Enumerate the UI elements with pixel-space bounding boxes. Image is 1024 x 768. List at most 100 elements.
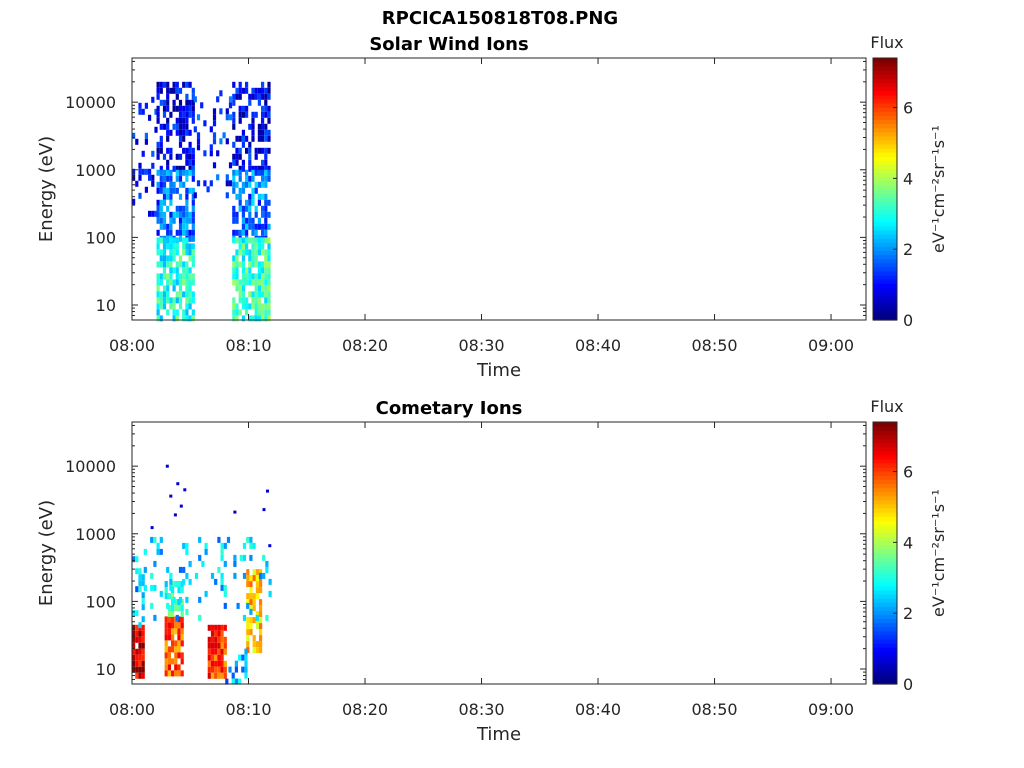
heatmap-cell	[185, 297, 189, 304]
heatmap-cell	[177, 605, 181, 611]
heatmap-cell	[259, 623, 263, 630]
heatmap-cell	[238, 291, 242, 298]
heatmap-cell	[232, 187, 236, 194]
heatmap-cell	[267, 315, 271, 322]
heatmap-cell	[255, 575, 259, 582]
heatmap-cell	[259, 617, 263, 624]
heatmap-cell	[249, 605, 253, 612]
heatmap-cell	[257, 147, 261, 154]
heatmap-cell	[175, 175, 179, 182]
heatmap-cell	[228, 180, 233, 187]
heatmap-cell	[138, 622, 142, 629]
heatmap-cell	[264, 297, 268, 304]
heatmap-cell	[178, 596, 183, 603]
heatmap-cell	[254, 187, 258, 194]
heatmap-cell	[174, 599, 178, 605]
heatmap-cell	[264, 105, 268, 112]
heatmap-cell	[257, 309, 261, 316]
heatmap-cell	[210, 624, 215, 631]
heatmap-cell	[220, 578, 224, 585]
colorbar-tick-label: 4	[903, 533, 913, 552]
heatmap-cell	[174, 664, 178, 671]
heatmap-cell	[175, 81, 179, 88]
heatmap-cell	[232, 267, 236, 274]
heatmap-cell	[251, 217, 255, 224]
heatmap-cell	[159, 187, 163, 194]
heatmap-cell	[235, 309, 239, 316]
colorbar-segment	[873, 168, 897, 174]
heatmap-cell	[220, 584, 224, 591]
heatmap-cell	[177, 587, 181, 593]
heatmap-cell	[178, 111, 183, 118]
heatmap-cell	[188, 111, 192, 118]
heatmap-cell	[235, 169, 239, 176]
colorbar-unit-label: eV⁻¹cm⁻²sr⁻¹s⁻¹	[929, 489, 948, 617]
heatmap-cell	[166, 147, 170, 154]
heatmap-cell	[182, 105, 186, 112]
colorbar-segment	[873, 647, 897, 652]
heatmap-cell	[222, 132, 226, 139]
heatmap-cell	[135, 624, 139, 631]
heatmap-cell	[259, 641, 263, 648]
heatmap-cell	[191, 99, 195, 106]
heatmap-cell	[261, 261, 265, 268]
x-tick-label: 09:00	[808, 700, 854, 719]
heatmap-cell	[180, 622, 184, 629]
heatmap-cell	[150, 536, 154, 543]
heatmap-cell	[225, 108, 229, 115]
y-tick-label: 10	[96, 660, 116, 679]
x-tick-label: 08:30	[458, 336, 504, 355]
heatmap-cell	[182, 211, 186, 218]
heatmap-cell	[191, 117, 195, 124]
heatmap-cell	[162, 255, 167, 262]
heatmap-cell	[241, 111, 245, 118]
heatmap-cell	[156, 297, 160, 304]
figure-title: RPCICA150818T08.PNG	[382, 8, 618, 29]
heatmap-cell	[223, 602, 227, 609]
heatmap-cell	[251, 169, 255, 176]
colorbar-segment	[873, 254, 897, 260]
heatmap-cell	[254, 255, 258, 262]
heatmap-cell	[144, 186, 148, 193]
heatmap-cell	[178, 297, 183, 304]
heatmap-cell	[162, 105, 167, 112]
heatmap-cell	[254, 223, 258, 230]
heatmap-cell	[162, 217, 167, 224]
heatmap-cell	[148, 210, 152, 217]
heatmap-cell	[191, 169, 195, 176]
heatmap-cell	[232, 229, 236, 236]
x-tick-label: 08:40	[575, 700, 621, 719]
heatmap-cell	[261, 81, 265, 88]
heatmap-cell	[156, 117, 160, 124]
heatmap-cell	[151, 210, 155, 217]
heatmap-cell	[249, 599, 253, 606]
heatmap-cell	[156, 153, 160, 160]
heatmap-cell	[191, 291, 195, 298]
heatmap-cell	[246, 575, 250, 582]
y-tick-label: 1000	[75, 525, 116, 544]
heatmap-cell	[209, 126, 213, 133]
heatmap-cell	[182, 123, 186, 130]
heatmap-cell	[220, 554, 224, 561]
heatmap-cell	[257, 249, 261, 256]
heatmap-cell	[267, 267, 271, 274]
heatmap-cell	[172, 187, 176, 194]
heatmap-cell	[257, 135, 261, 142]
heatmap-cell	[217, 654, 221, 661]
heatmap-cell	[156, 205, 160, 212]
heatmap-cell	[232, 99, 236, 106]
heatmap-cell	[159, 175, 163, 182]
heatmap-cell	[185, 175, 189, 182]
heatmap-cell	[264, 175, 268, 182]
heatmap-cell	[210, 672, 215, 679]
heatmap-cell	[220, 672, 224, 679]
heatmap-cell	[217, 624, 221, 631]
heatmap-cell	[268, 578, 272, 585]
heatmap-cell	[132, 642, 136, 649]
heatmap-cell	[255, 611, 259, 618]
heatmap-cell	[246, 581, 250, 588]
heatmap-cell	[257, 99, 261, 106]
heatmap-cell	[144, 132, 148, 139]
colorbar-segment	[873, 491, 897, 497]
heatmap-cell	[234, 678, 238, 685]
